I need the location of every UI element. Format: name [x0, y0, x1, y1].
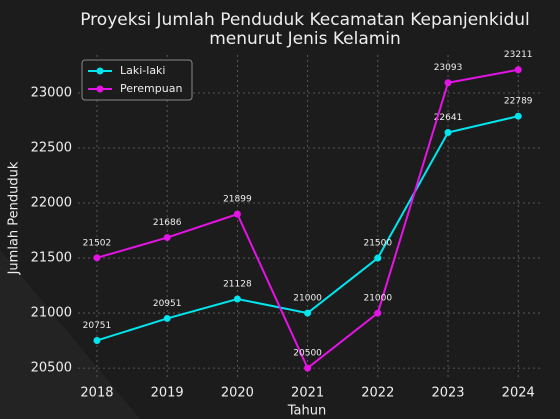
data-label: 21128: [223, 279, 252, 289]
data-point: [374, 309, 382, 317]
x-tick-label: 2019: [151, 386, 184, 401]
chart-title: Proyeksi Jumlah Penduduk Kecamatan Kepan…: [80, 10, 530, 49]
data-point: [93, 254, 101, 262]
background-shade: [0, 250, 140, 419]
x-axis-label: Tahun: [287, 404, 326, 419]
data-point: [93, 336, 101, 344]
data-label: 20951: [153, 299, 182, 309]
y-axis-label: Jumlah Penduduk: [7, 161, 22, 275]
data-point: [374, 254, 382, 262]
data-point: [304, 309, 312, 317]
x-tick-label: 2022: [361, 386, 394, 401]
y-tick-label: 21500: [31, 251, 72, 266]
x-tick-label: 2021: [291, 386, 324, 401]
data-point: [444, 79, 452, 87]
data-point: [163, 314, 171, 322]
legend-marker: [96, 67, 104, 75]
data-label: 22641: [434, 113, 463, 123]
data-label: 23211: [504, 50, 533, 60]
data-label: 21000: [293, 294, 322, 304]
data-label: 21000: [363, 294, 392, 304]
data-point: [304, 364, 312, 372]
data-point: [514, 66, 522, 74]
data-label: 21500: [363, 239, 392, 249]
data-point: [233, 295, 241, 303]
y-tick-label: 21000: [31, 306, 72, 321]
data-label: 23093: [434, 63, 463, 73]
data-label: 22789: [504, 97, 533, 107]
x-tick-label: 2023: [431, 386, 464, 401]
data-label: 20500: [293, 349, 322, 359]
x-tick-label: 2018: [80, 386, 113, 401]
legend-marker: [96, 85, 104, 93]
data-label: 21899: [223, 195, 252, 205]
x-tick-label: 2020: [221, 386, 254, 401]
y-tick-label: 22000: [31, 196, 72, 211]
y-tick-label: 23000: [31, 85, 72, 100]
data-point: [233, 210, 241, 218]
data-point: [444, 128, 452, 136]
data-label: 21502: [83, 238, 112, 248]
legend-label: Perempuan: [120, 82, 182, 95]
y-tick-label: 20500: [31, 361, 72, 376]
data-label: 21686: [153, 218, 182, 228]
data-point: [514, 112, 522, 120]
y-tick-label: 22500: [31, 140, 72, 155]
x-tick-label: 2024: [502, 386, 535, 401]
data-point: [163, 234, 171, 242]
data-label: 20751: [83, 321, 112, 331]
legend-label: Laki-laki: [120, 64, 166, 77]
